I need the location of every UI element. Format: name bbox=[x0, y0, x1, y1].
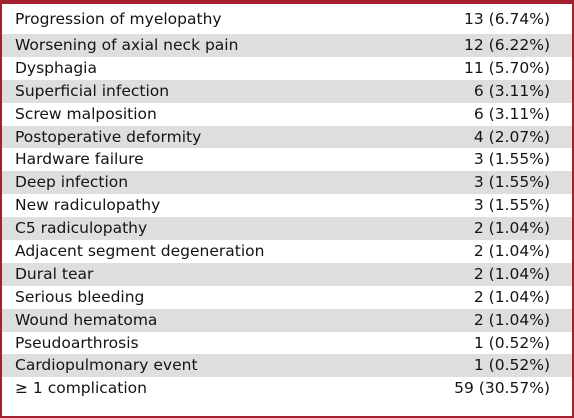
row-value: 4 (2.07%) bbox=[473, 127, 550, 146]
row-label: Worsening of axial neck pain bbox=[15, 36, 239, 54]
row-label: Adjacent segment degeneration bbox=[15, 242, 265, 261]
row-label: Cardiopulmonary event bbox=[15, 356, 198, 375]
row-value: 3 (1.55%) bbox=[473, 173, 550, 192]
table-row: Postoperative deformity 4 (2.07%) bbox=[2, 125, 572, 149]
table-row: Dysphagia 11 (5.70%) bbox=[2, 57, 572, 80]
row-label: Screw malposition bbox=[15, 104, 157, 123]
table-row: Superficial infection 6 (3.11%) bbox=[2, 79, 572, 103]
row-label: C5 radiculopathy bbox=[15, 219, 148, 238]
row-label: Dural tear bbox=[15, 264, 94, 283]
table-row: ≥ 1 complication 59 (30.57%) bbox=[2, 377, 572, 400]
table-row: Pseudoarthrosis 1 (0.52%) bbox=[2, 332, 572, 355]
row-value: 2 (1.04%) bbox=[473, 310, 550, 329]
row-value: 11 (5.70%) bbox=[464, 58, 550, 77]
row-value: 6 (3.11%) bbox=[473, 104, 550, 123]
row-label: Wound hematoma bbox=[15, 310, 158, 329]
row-label: Dysphagia bbox=[15, 58, 97, 77]
row-value: 1 (0.52%) bbox=[473, 333, 550, 352]
row-label: Pseudoarthrosis bbox=[15, 333, 139, 352]
row-value: 2 (1.04%) bbox=[473, 219, 550, 238]
table-row: Dural tear 2 (1.04%) bbox=[2, 262, 572, 286]
table-row: Wound hematoma 2 (1.04%) bbox=[2, 308, 572, 332]
row-value: 12 (6.22%) bbox=[464, 36, 550, 54]
table-row: C5 radiculopathy 2 (1.04%) bbox=[2, 217, 572, 241]
row-label: Superficial infection bbox=[15, 81, 170, 100]
row-value: 3 (1.55%) bbox=[473, 150, 550, 169]
table-row: Deep infection 3 (1.55%) bbox=[2, 171, 572, 195]
row-label: Progression of myelopathy bbox=[15, 10, 222, 28]
row-label: Serious bleeding bbox=[15, 287, 145, 306]
row-label: ≥ 1 complication bbox=[15, 379, 147, 398]
table-rows: Progression of myelopathy 13 (6.74%) Wor… bbox=[2, 4, 572, 400]
table-row: Serious bleeding 2 (1.04%) bbox=[2, 286, 572, 309]
row-label: Hardware failure bbox=[15, 150, 144, 169]
table-row: Hardware failure 3 (1.55%) bbox=[2, 148, 572, 171]
table-row: Cardiopulmonary event 1 (0.52%) bbox=[2, 354, 572, 378]
row-value: 13 (6.74%) bbox=[464, 10, 550, 28]
row-value: 2 (1.04%) bbox=[473, 287, 550, 306]
table-row: New radiculopathy 3 (1.55%) bbox=[2, 194, 572, 217]
row-value: 6 (3.11%) bbox=[473, 81, 550, 100]
row-value: 59 (30.57%) bbox=[454, 379, 550, 398]
table-row: Screw malposition 6 (3.11%) bbox=[2, 103, 572, 126]
row-value: 1 (0.52%) bbox=[473, 356, 550, 375]
row-value: 2 (1.04%) bbox=[473, 264, 550, 283]
table-row: Worsening of axial neck pain 12 (6.22%) bbox=[2, 34, 572, 57]
row-label: Deep infection bbox=[15, 173, 129, 192]
row-label: Postoperative deformity bbox=[15, 127, 202, 146]
row-value: 3 (1.55%) bbox=[473, 196, 550, 215]
row-label: New radiculopathy bbox=[15, 196, 161, 215]
row-value: 2 (1.04%) bbox=[473, 242, 550, 261]
table-row: Adjacent segment degeneration 2 (1.04%) bbox=[2, 240, 572, 263]
table-row: Progression of myelopathy 13 (6.74%) bbox=[2, 4, 572, 34]
